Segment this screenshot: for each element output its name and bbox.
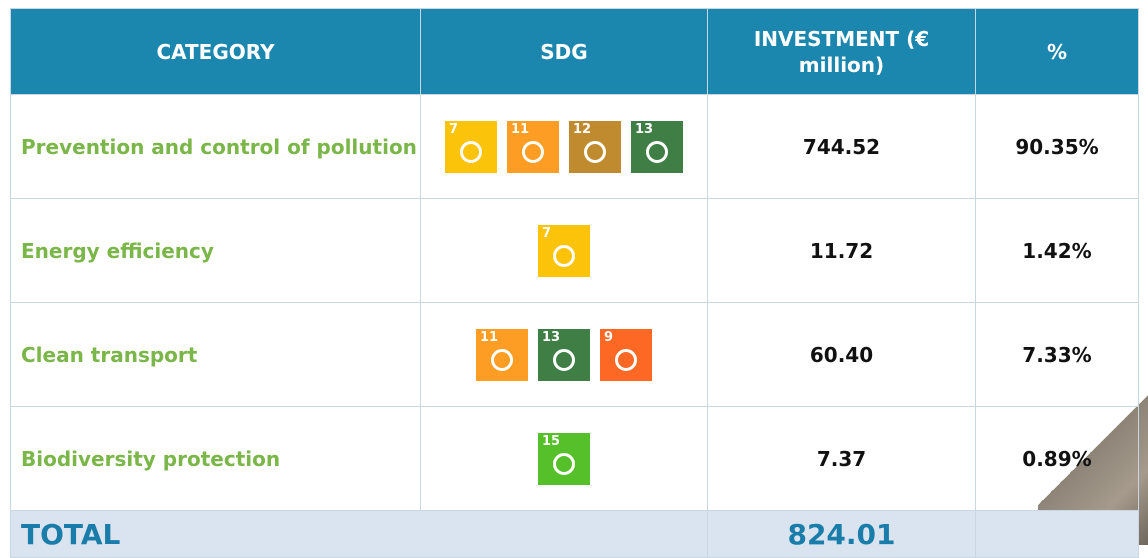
- sdg-icons: 11 13 9: [422, 329, 706, 381]
- sdg-number: 13: [635, 122, 653, 137]
- category-cell: Clean transport: [11, 303, 421, 407]
- header-cell: SDG: [421, 9, 708, 95]
- sdg-icon: 9: [600, 329, 652, 381]
- sdg-number: 9: [604, 330, 613, 345]
- sdg-cell: 7 11 12 13: [421, 95, 708, 199]
- sdg-icon: 11: [507, 121, 559, 173]
- sdg-number: 15: [542, 434, 560, 449]
- investment-cell: 60.40: [708, 303, 976, 407]
- sdg-icons: 7: [422, 225, 706, 277]
- sdg-cell: 15: [421, 407, 708, 511]
- percent-cell: 1.42%: [976, 199, 1139, 303]
- table-row: Prevention and control of pollution 7 11 12…: [11, 95, 1139, 199]
- sdg-icon: 13: [631, 121, 683, 173]
- sdg-icon: 13: [538, 329, 590, 381]
- percent-cell: 7.33%: [976, 303, 1139, 407]
- sdg-icon: 7: [538, 225, 590, 277]
- total-label: TOTAL: [11, 511, 708, 558]
- percent-cell: 0.89%: [976, 407, 1139, 511]
- category-cell: Biodiversity protection: [11, 407, 421, 511]
- sdg-symbol: [553, 453, 575, 475]
- category-cell: Prevention and control of pollution: [11, 95, 421, 199]
- sdg-symbol: [522, 141, 544, 163]
- sdg-icon: 7: [445, 121, 497, 173]
- sdg-number: 12: [573, 122, 591, 137]
- sdg-number: 7: [449, 122, 458, 137]
- sdg-symbol: [646, 141, 668, 163]
- investment-cell: 7.37: [708, 407, 976, 511]
- investment-cell: 11.72: [708, 199, 976, 303]
- header-cell: CATEGORY: [11, 9, 421, 95]
- sdg-icon: 12: [569, 121, 621, 173]
- sdg-symbol: [584, 141, 606, 163]
- header-cell: %: [976, 9, 1139, 95]
- sdg-symbol: [553, 349, 575, 371]
- header-cell: INVESTMENT (€ million): [708, 9, 976, 95]
- sdg-symbol: [553, 245, 575, 267]
- table-body: Prevention and control of pollution 7 11 12…: [11, 95, 1139, 558]
- sdg-icon: 11: [476, 329, 528, 381]
- total-empty: [976, 511, 1139, 558]
- sdg-cell: 7: [421, 199, 708, 303]
- sdg-number: 13: [542, 330, 560, 345]
- sdg-cell: 11 13 9: [421, 303, 708, 407]
- sdg-symbol: [460, 141, 482, 163]
- sdg-number: 11: [480, 330, 498, 345]
- percent-cell: 90.35%: [976, 95, 1139, 199]
- category-cell: Energy efficiency: [11, 199, 421, 303]
- sdg-icon: 15: [538, 433, 590, 485]
- sdg-number: 11: [511, 122, 529, 137]
- sdg-symbol: [491, 349, 513, 371]
- total-investment: 824.01: [708, 511, 976, 558]
- sdg-number: 7: [542, 226, 551, 241]
- sdg-icons: 7 11 12 13: [422, 121, 706, 173]
- investment-cell: 744.52: [708, 95, 976, 199]
- sdg-icons: 15: [422, 433, 706, 485]
- sdg-symbol: [615, 349, 637, 371]
